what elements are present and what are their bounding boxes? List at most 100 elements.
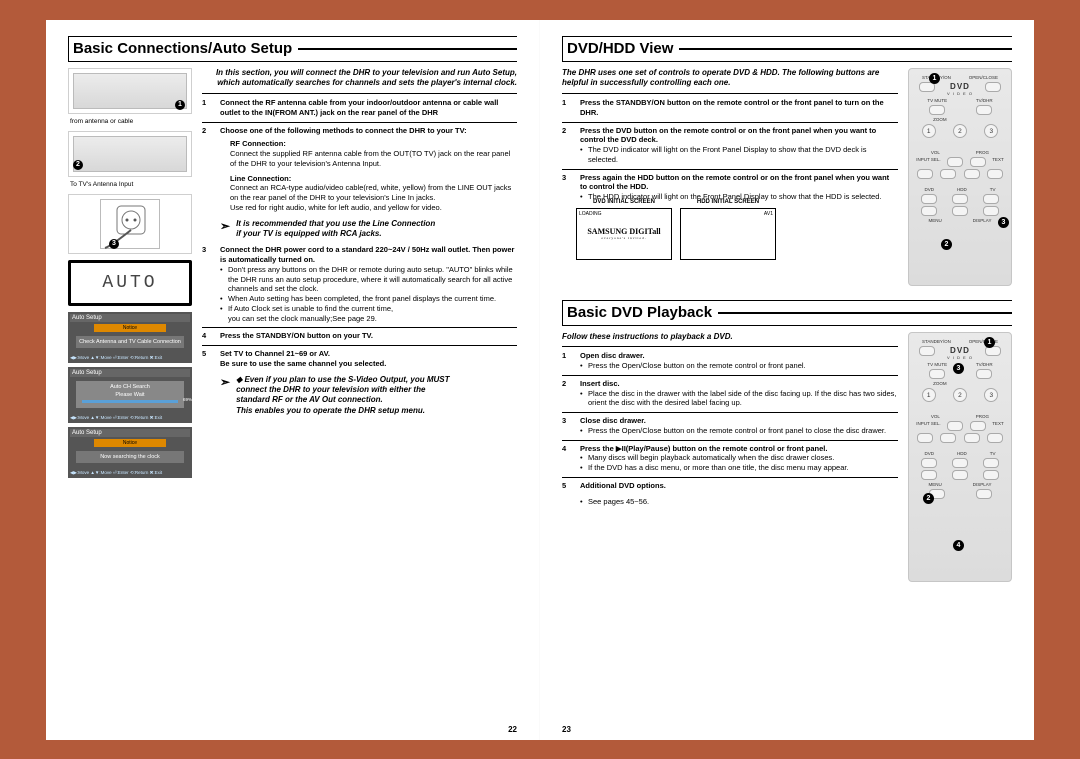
step-num: 4: [562, 444, 580, 473]
diagram-antenna-in: 1: [68, 68, 192, 114]
section-title-bar: DVD/HDD View: [562, 36, 1012, 62]
r-step-1: 1 Press the STANDBY/ON button on the rem…: [562, 98, 898, 118]
tvmute-button[interactable]: [929, 105, 945, 115]
screen-header: DVD INITIAL SCREEN: [577, 199, 671, 205]
left-sidebar: 1 from antenna or cable 2 To TV's Antenn…: [68, 68, 192, 482]
osd-3: Auto Setup Notice Now searching the cloc…: [68, 427, 192, 478]
num-1[interactable]: 1: [922, 388, 936, 402]
page-number: 23: [562, 725, 571, 734]
samsung-logo: SAMSUNG DIGITall everyone's invited.: [579, 227, 669, 240]
remote-control-2: STANDBY/ONOPEN/CLOSE DVDV I D E O TV MUT…: [908, 332, 1012, 582]
r-step-3: 3 Press again the HDD button on the remo…: [562, 173, 898, 202]
step-num: 1: [562, 98, 580, 118]
num-1[interactable]: 1: [922, 124, 936, 138]
lbl: MENU: [929, 218, 942, 223]
openclose-button[interactable]: [985, 82, 1001, 92]
prog-dn[interactable]: [964, 433, 980, 443]
step-text: Connect the RF antenna cable from your i…: [220, 98, 498, 117]
section-title: DVD/HDD View: [563, 37, 679, 61]
tvdhr-button[interactable]: [976, 105, 992, 115]
bullet: •If Auto Clock set is unable to find the…: [220, 304, 517, 324]
initial-screens: DVD INITIAL SCREEN LOADING SAMSUNG DIGIT…: [576, 208, 898, 260]
logo-text: SAMSUNG DIGITall: [587, 227, 660, 236]
step-text: Choose one of the following methods to c…: [220, 126, 467, 135]
intro-text: In this section, you will connect the DH…: [202, 68, 517, 95]
hdd-button[interactable]: [952, 458, 968, 468]
bullet-text: Place the disc in the drawer with the la…: [588, 389, 898, 409]
vol-dn[interactable]: [940, 169, 956, 179]
lbl: MENU: [929, 482, 942, 487]
num-3[interactable]: 3: [984, 124, 998, 138]
step-num: 1: [202, 98, 220, 118]
text-button[interactable]: [987, 169, 1003, 179]
step-text: Connect the DHR power cord to a standard…: [220, 245, 514, 264]
prog-up[interactable]: [970, 421, 986, 431]
lbl: STANDBY/ON: [922, 339, 951, 344]
p-step-3: 3 Close disc drawer. •Press the Open/Clo…: [562, 416, 898, 436]
rev-button[interactable]: [921, 470, 937, 480]
dvd-button[interactable]: [921, 458, 937, 468]
hdd-button[interactable]: [952, 194, 968, 204]
bullet-text: When Auto setting has been completed, th…: [228, 294, 496, 304]
standby-button[interactable]: [919, 346, 935, 356]
right-main-top: The DHR uses one set of controls to oper…: [562, 68, 898, 286]
callout-3: 3: [953, 363, 964, 374]
play-button[interactable]: [952, 470, 968, 480]
sub-head: RF Connection:: [230, 139, 286, 148]
lbl: PROG: [976, 150, 989, 155]
display-button[interactable]: [976, 489, 992, 499]
bullet-text: The DVD indicator will light on the Fron…: [588, 145, 898, 165]
step-num: 3: [562, 416, 580, 436]
vol-up[interactable]: [947, 157, 963, 167]
vol-dn[interactable]: [940, 433, 956, 443]
step-num: 5: [202, 349, 220, 369]
lbl: TV MUTE: [927, 98, 947, 103]
dvd-button[interactable]: [921, 194, 937, 204]
tv-button[interactable]: [983, 194, 999, 204]
tv-button[interactable]: [983, 458, 999, 468]
text-button[interactable]: [987, 433, 1003, 443]
lbl: INPUT SEL.: [916, 421, 940, 431]
sub-line: Line Connection: Connect an RCA-type aud…: [220, 174, 517, 213]
num-2[interactable]: 2: [953, 388, 967, 402]
tvdhr-button[interactable]: [976, 369, 992, 379]
osd-title: Auto Setup: [70, 314, 190, 322]
callout-1: 1: [175, 100, 185, 110]
prog-up[interactable]: [970, 157, 986, 167]
caption-antenna: from antenna or cable: [70, 118, 192, 125]
bullet-text: If Auto Clock set is unable to find the …: [228, 304, 393, 324]
step-text: Press the STANDBY/ON button on your TV.: [220, 331, 373, 340]
note-icon: ➣: [220, 220, 230, 232]
fwd-button[interactable]: [983, 206, 999, 216]
note-text: if your TV is equipped with RCA jacks.: [236, 229, 382, 238]
inputsel-button[interactable]: [917, 169, 933, 179]
bullet: •When Auto setting has been completed, t…: [220, 294, 517, 304]
play-button[interactable]: [952, 206, 968, 216]
bullet-text: Don't press any buttons on the DHR or re…: [228, 265, 517, 294]
callout-3: 3: [998, 217, 1009, 228]
section-title-rule: [298, 48, 517, 61]
vol-up[interactable]: [947, 421, 963, 431]
step-2: 2 Choose one of the following methods to…: [202, 126, 517, 136]
rev-button[interactable]: [921, 206, 937, 216]
step-num: 3: [562, 173, 580, 202]
lbl: HDD: [957, 187, 967, 192]
screen-loading: LOADING: [579, 211, 669, 217]
num-3[interactable]: 3: [984, 388, 998, 402]
step-num: 2: [202, 126, 220, 136]
bullet-text: Press the Open/Close button on the remot…: [588, 361, 806, 371]
tvmute-button[interactable]: [929, 369, 945, 379]
osd-foot: ◀▶:Move ▲▼:Move ⏎:Enter ⟲:Return ✖:Exit: [70, 467, 190, 476]
section-title-bar: Basic Connections/Auto Setup: [68, 36, 517, 62]
num-2[interactable]: 2: [953, 124, 967, 138]
step-text: Press again the HDD button on the remote…: [580, 173, 889, 192]
diagram-power: 3: [68, 194, 192, 254]
lbl: TV/DHR: [976, 362, 993, 367]
step-text: Press the STANDBY/ON button on the remot…: [580, 98, 884, 117]
inputsel-button[interactable]: [917, 433, 933, 443]
sub-text: Connect the supplied RF antenna cable fr…: [230, 149, 510, 168]
fwd-button[interactable]: [983, 470, 999, 480]
step-text: Set TV to Channel 21~69 or AV. Be sure t…: [220, 349, 386, 368]
prog-dn[interactable]: [964, 169, 980, 179]
page-22: Basic Connections/Auto Setup 1 from ante…: [46, 20, 540, 740]
